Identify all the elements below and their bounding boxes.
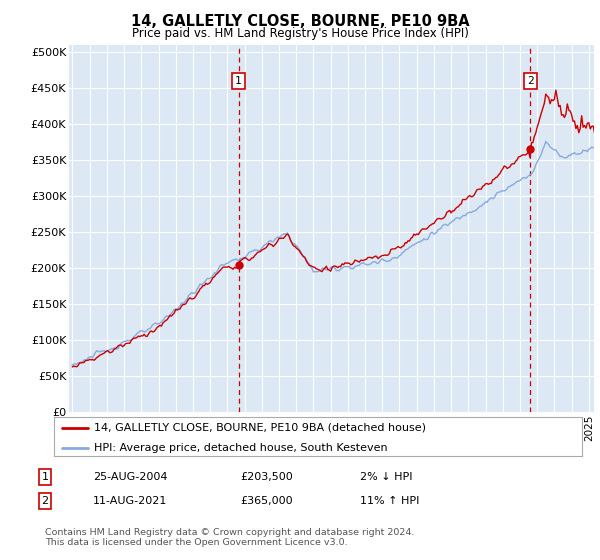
Text: 11-AUG-2021: 11-AUG-2021	[93, 496, 167, 506]
Text: £203,500: £203,500	[240, 472, 293, 482]
Text: 2% ↓ HPI: 2% ↓ HPI	[360, 472, 413, 482]
Text: 2: 2	[527, 76, 534, 86]
Text: £365,000: £365,000	[240, 496, 293, 506]
Text: 1: 1	[41, 472, 49, 482]
Text: 14, GALLETLY CLOSE, BOURNE, PE10 9BA: 14, GALLETLY CLOSE, BOURNE, PE10 9BA	[131, 14, 469, 29]
Text: 25-AUG-2004: 25-AUG-2004	[93, 472, 167, 482]
Text: HPI: Average price, detached house, South Kesteven: HPI: Average price, detached house, Sout…	[94, 443, 387, 453]
Text: Price paid vs. HM Land Registry's House Price Index (HPI): Price paid vs. HM Land Registry's House …	[131, 27, 469, 40]
Text: 11% ↑ HPI: 11% ↑ HPI	[360, 496, 419, 506]
Text: 14, GALLETLY CLOSE, BOURNE, PE10 9BA (detached house): 14, GALLETLY CLOSE, BOURNE, PE10 9BA (de…	[94, 423, 425, 433]
Text: Contains HM Land Registry data © Crown copyright and database right 2024.
This d: Contains HM Land Registry data © Crown c…	[45, 528, 415, 547]
Text: 1: 1	[235, 76, 242, 86]
Text: 2: 2	[41, 496, 49, 506]
